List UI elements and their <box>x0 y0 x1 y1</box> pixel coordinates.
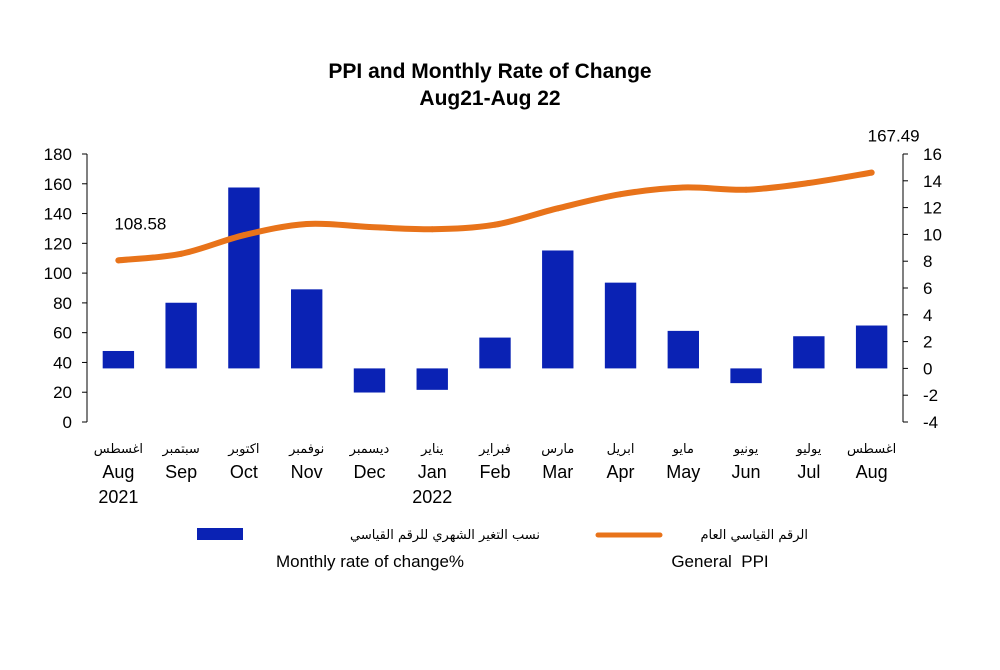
rate-bar <box>291 289 323 369</box>
category-year-label: 2021 <box>98 487 138 507</box>
legend: نسب التغير الشهري للرقم القياسي Monthly … <box>197 528 808 571</box>
category-label-ar: سبتمبر <box>161 442 199 457</box>
right-tick-label: 2 <box>923 333 932 352</box>
category-label: Feb <box>479 462 510 482</box>
category-label-ar: ابريل <box>607 442 635 457</box>
right-tick-label: 16 <box>923 145 942 164</box>
ppi-point <box>554 205 561 212</box>
bar-series <box>102 187 888 393</box>
rate-bar <box>228 187 260 369</box>
right-y-axis: -4 -2 0 2 4 6 8 10 12 14 16 <box>902 145 942 432</box>
category-label-ar: نوفمبر <box>288 442 324 457</box>
ppi-data-label: 167.49 <box>868 127 920 146</box>
rate-bar <box>165 302 197 369</box>
legend-line-label-ar: الرقم القياسي العام <box>701 528 809 543</box>
category-label: Jun <box>732 462 761 482</box>
rate-bar <box>604 282 637 369</box>
left-tick-label: 20 <box>53 383 72 402</box>
category-label-ar: مايو <box>672 442 694 457</box>
left-tick-label: 60 <box>53 324 72 343</box>
category-label: Oct <box>230 462 258 482</box>
category-label: Nov <box>291 462 323 482</box>
category-label: Sep <box>165 462 197 482</box>
legend-bar-label-ar: نسب التغير الشهري للرقم القياسي <box>350 528 540 543</box>
rate-bar <box>416 368 448 390</box>
right-tick-label: 0 <box>923 359 932 378</box>
legend-line-label: General PPI <box>671 552 768 571</box>
ppi-point <box>868 169 875 176</box>
right-tick-label: 4 <box>923 306 932 325</box>
ppi-point <box>492 221 498 228</box>
ppi-point <box>680 184 687 191</box>
category-label: Dec <box>353 462 385 482</box>
rate-bar <box>353 368 386 393</box>
category-label: Mar <box>542 462 573 482</box>
ppi-data-label: 108.58 <box>114 214 166 233</box>
rate-bar <box>793 336 825 369</box>
left-tick-label: 160 <box>44 175 72 194</box>
ppi-point <box>429 226 436 233</box>
category-label-ar: يونيو <box>733 442 759 457</box>
category-label-ar: اغسطس <box>94 442 143 457</box>
category-label-ar: اغسطس <box>847 442 896 457</box>
category-label-ar: اكتوبر <box>227 442 259 457</box>
left-tick-label: 100 <box>44 264 72 283</box>
category-axis: اغسطس Aug 2021 سبتمبر Sep اكتوبر Oct نوفمبر Nov د… <box>94 442 896 507</box>
category-label-ar: مارس <box>541 442 574 457</box>
legend-bar-swatch <box>197 528 243 540</box>
ppi-point <box>743 186 750 193</box>
category-label-ar: يناير <box>420 442 444 457</box>
chart-subtitle: Aug21-Aug 22 <box>419 87 560 110</box>
right-tick-label: 10 <box>923 225 942 244</box>
ppi-point <box>115 257 122 264</box>
ppi-point <box>303 220 310 227</box>
rate-bar <box>542 250 574 369</box>
rate-bar <box>730 368 762 384</box>
category-label-ar: يوليو <box>795 442 821 457</box>
rate-bar <box>479 337 511 369</box>
category-label: Apr <box>607 462 635 482</box>
category-label-ar: فبراير <box>478 442 511 457</box>
left-tick-label: 40 <box>53 353 72 372</box>
right-tick-label: 8 <box>923 252 932 271</box>
left-tick-label: 80 <box>53 294 72 313</box>
data-labels: 108.58 167.49 <box>114 127 919 234</box>
category-label: Aug <box>856 462 888 482</box>
chart-title: PPI and Monthly Rate of Change <box>328 60 651 83</box>
rate-bar <box>855 325 888 369</box>
legend-bar-label: Monthly rate of change% <box>276 552 464 571</box>
category-label: Jul <box>797 462 820 482</box>
category-label: May <box>666 462 700 482</box>
category-label: Jan <box>418 462 447 482</box>
category-year-label: 2022 <box>412 487 452 507</box>
line-series <box>115 169 875 264</box>
left-tick-label: 120 <box>44 234 72 253</box>
ppi-point <box>366 223 373 230</box>
ppi-point <box>617 191 624 198</box>
ppi-point <box>240 232 247 239</box>
right-tick-label: 12 <box>923 199 942 218</box>
left-y-axis: 0 20 40 60 80 100 120 140 160 180 <box>44 145 88 432</box>
right-tick-label: -2 <box>923 386 938 405</box>
category-label: Aug <box>102 462 134 482</box>
rate-bar <box>667 330 699 369</box>
category-label-ar: ديسمبر <box>349 442 390 457</box>
left-tick-label: 0 <box>63 413 72 432</box>
ppi-point <box>805 180 812 187</box>
rate-bar <box>102 350 135 369</box>
right-tick-label: -4 <box>923 413 938 432</box>
left-tick-label: 140 <box>44 205 72 224</box>
right-tick-label: 14 <box>923 172 942 191</box>
right-tick-label: 6 <box>923 279 932 298</box>
ppi-point <box>178 250 185 257</box>
left-tick-label: 180 <box>44 145 72 164</box>
